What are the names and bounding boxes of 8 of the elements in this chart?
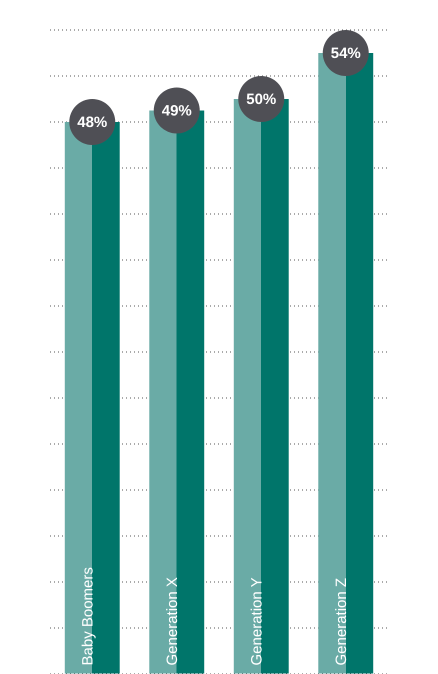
data-label: 54%	[330, 45, 361, 62]
x-tick-label: Generation Y	[248, 577, 266, 666]
data-label: 48%	[77, 114, 108, 132]
x-tick-label: Generation Z	[332, 578, 350, 666]
x-tick-label: Generation X	[164, 577, 181, 666]
x-tick-label: Baby Boomers	[79, 567, 96, 666]
data-label: 49%	[162, 102, 192, 120]
data-label: 50%	[246, 91, 276, 108]
